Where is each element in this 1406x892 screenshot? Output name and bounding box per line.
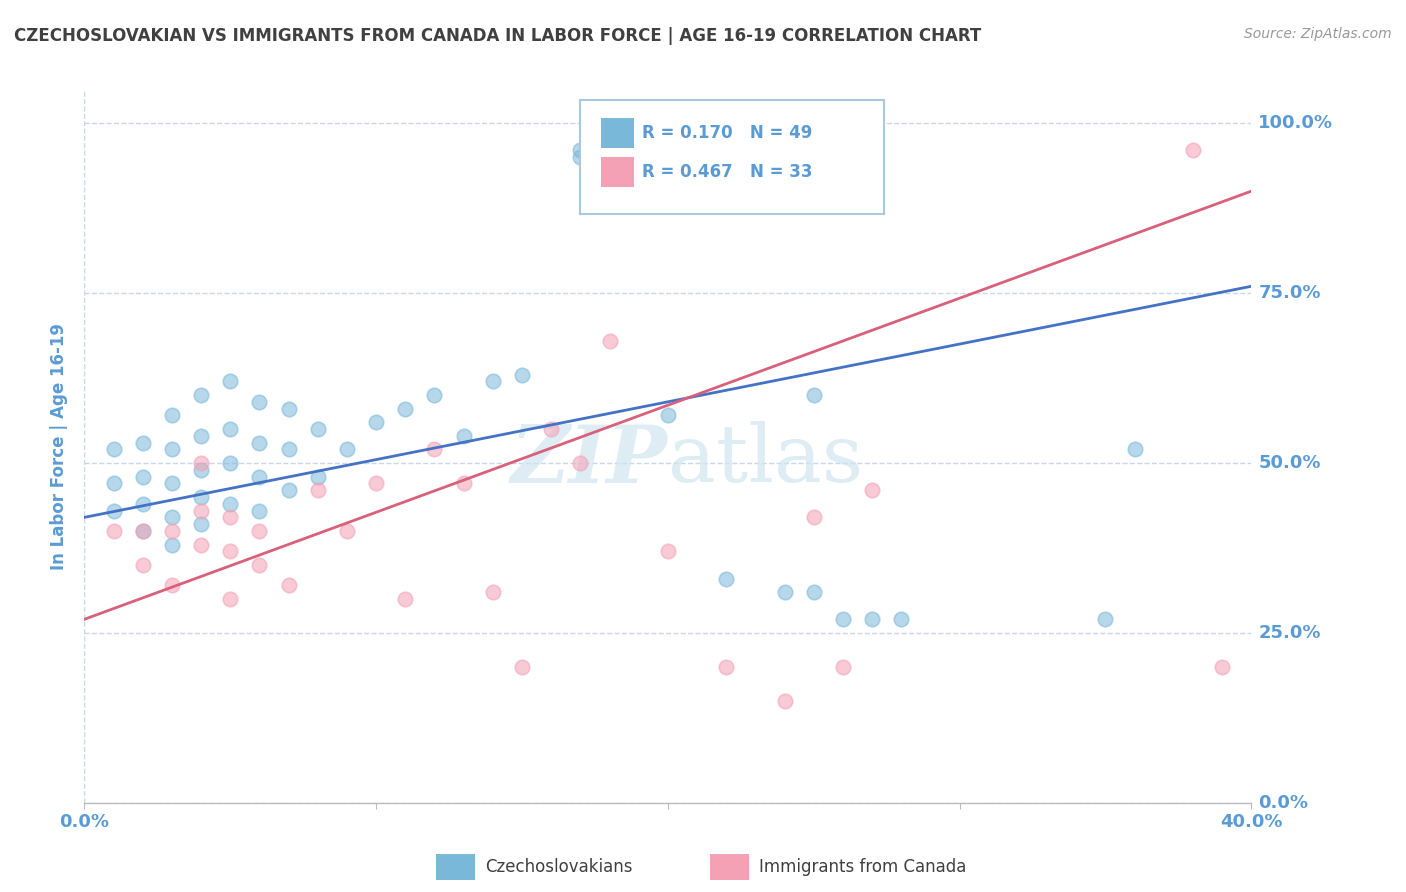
Point (803, 510, 825, 524)
Point (860, 483, 883, 498)
Point (569, 150, 592, 164)
Point (510, 660, 533, 674)
Point (394, 401, 416, 416)
Point (160, 409, 183, 423)
Point (890, 612, 912, 626)
Point (160, 537, 183, 551)
Point (481, 585, 505, 599)
Point (277, 483, 299, 498)
Text: atlas: atlas (668, 421, 863, 500)
Text: 25.0%: 25.0% (1258, 624, 1320, 642)
Text: 100.0%: 100.0% (1258, 114, 1333, 132)
Point (569, 456, 592, 470)
Point (160, 476, 183, 491)
Point (219, 591, 242, 606)
Y-axis label: In Labor Force | Age 16-19: In Labor Force | Age 16-19 (51, 323, 69, 569)
Point (1181, 144, 1204, 158)
Point (219, 544, 242, 558)
Point (832, 660, 855, 674)
Point (1123, 442, 1146, 457)
Point (103, 476, 125, 491)
Point (160, 524, 183, 538)
Point (657, 544, 679, 558)
Point (423, 442, 446, 457)
Point (219, 456, 242, 470)
Point (190, 490, 212, 504)
Point (219, 375, 242, 389)
Point (453, 476, 475, 491)
Point (190, 429, 212, 443)
Point (132, 469, 155, 483)
Point (510, 368, 533, 382)
Point (569, 144, 592, 158)
Point (103, 442, 125, 457)
Text: R = 0.467   N = 33: R = 0.467 N = 33 (643, 163, 813, 181)
Point (132, 435, 155, 450)
Point (336, 442, 359, 457)
Point (160, 510, 183, 524)
Point (160, 578, 183, 592)
Point (714, 572, 737, 586)
Point (277, 442, 299, 457)
Text: CZECHOSLOVAKIAN VS IMMIGRANTS FROM CANADA IN LABOR FORCE | AGE 16-19 CORRELATION: CZECHOSLOVAKIAN VS IMMIGRANTS FROM CANAD… (14, 27, 981, 45)
Point (366, 476, 388, 491)
Point (190, 537, 212, 551)
Text: 0.0%: 0.0% (1258, 794, 1309, 812)
Bar (602, 157, 634, 187)
Point (219, 497, 242, 511)
Point (190, 388, 212, 402)
Point (190, 503, 212, 517)
Point (832, 612, 855, 626)
Bar (602, 119, 634, 148)
Point (599, 334, 621, 348)
Text: 50.0%: 50.0% (1258, 454, 1320, 472)
Text: R = 0.170   N = 49: R = 0.170 N = 49 (643, 125, 813, 143)
Point (103, 503, 125, 517)
Point (307, 422, 329, 436)
Point (247, 469, 270, 483)
Text: Czechoslovakians: Czechoslovakians (485, 858, 633, 876)
Point (247, 435, 270, 450)
Point (219, 510, 242, 524)
Point (247, 558, 270, 572)
Text: Immigrants from Canada: Immigrants from Canada (759, 858, 966, 876)
Point (190, 463, 212, 477)
Point (277, 578, 299, 592)
Point (132, 524, 155, 538)
Point (481, 375, 505, 389)
Point (247, 503, 270, 517)
Point (1094, 612, 1116, 626)
Point (336, 524, 359, 538)
Text: Source: ZipAtlas.com: Source: ZipAtlas.com (1244, 27, 1392, 41)
Point (132, 497, 155, 511)
Point (773, 694, 796, 708)
Point (307, 483, 329, 498)
Point (1211, 660, 1233, 674)
Point (247, 524, 270, 538)
Point (453, 429, 475, 443)
Point (103, 524, 125, 538)
Point (190, 456, 212, 470)
Point (803, 388, 825, 402)
Point (132, 558, 155, 572)
Point (540, 422, 562, 436)
Text: 75.0%: 75.0% (1258, 284, 1320, 302)
Point (394, 591, 416, 606)
Point (860, 612, 883, 626)
Point (773, 585, 796, 599)
Point (132, 524, 155, 538)
Point (277, 401, 299, 416)
Point (160, 442, 183, 457)
Point (657, 409, 679, 423)
Point (714, 660, 737, 674)
Point (803, 585, 825, 599)
FancyBboxPatch shape (581, 100, 884, 214)
Point (423, 388, 446, 402)
Point (190, 517, 212, 532)
Point (219, 422, 242, 436)
Point (307, 469, 329, 483)
Point (247, 394, 270, 409)
Text: ZIP: ZIP (510, 422, 668, 499)
Point (366, 415, 388, 429)
